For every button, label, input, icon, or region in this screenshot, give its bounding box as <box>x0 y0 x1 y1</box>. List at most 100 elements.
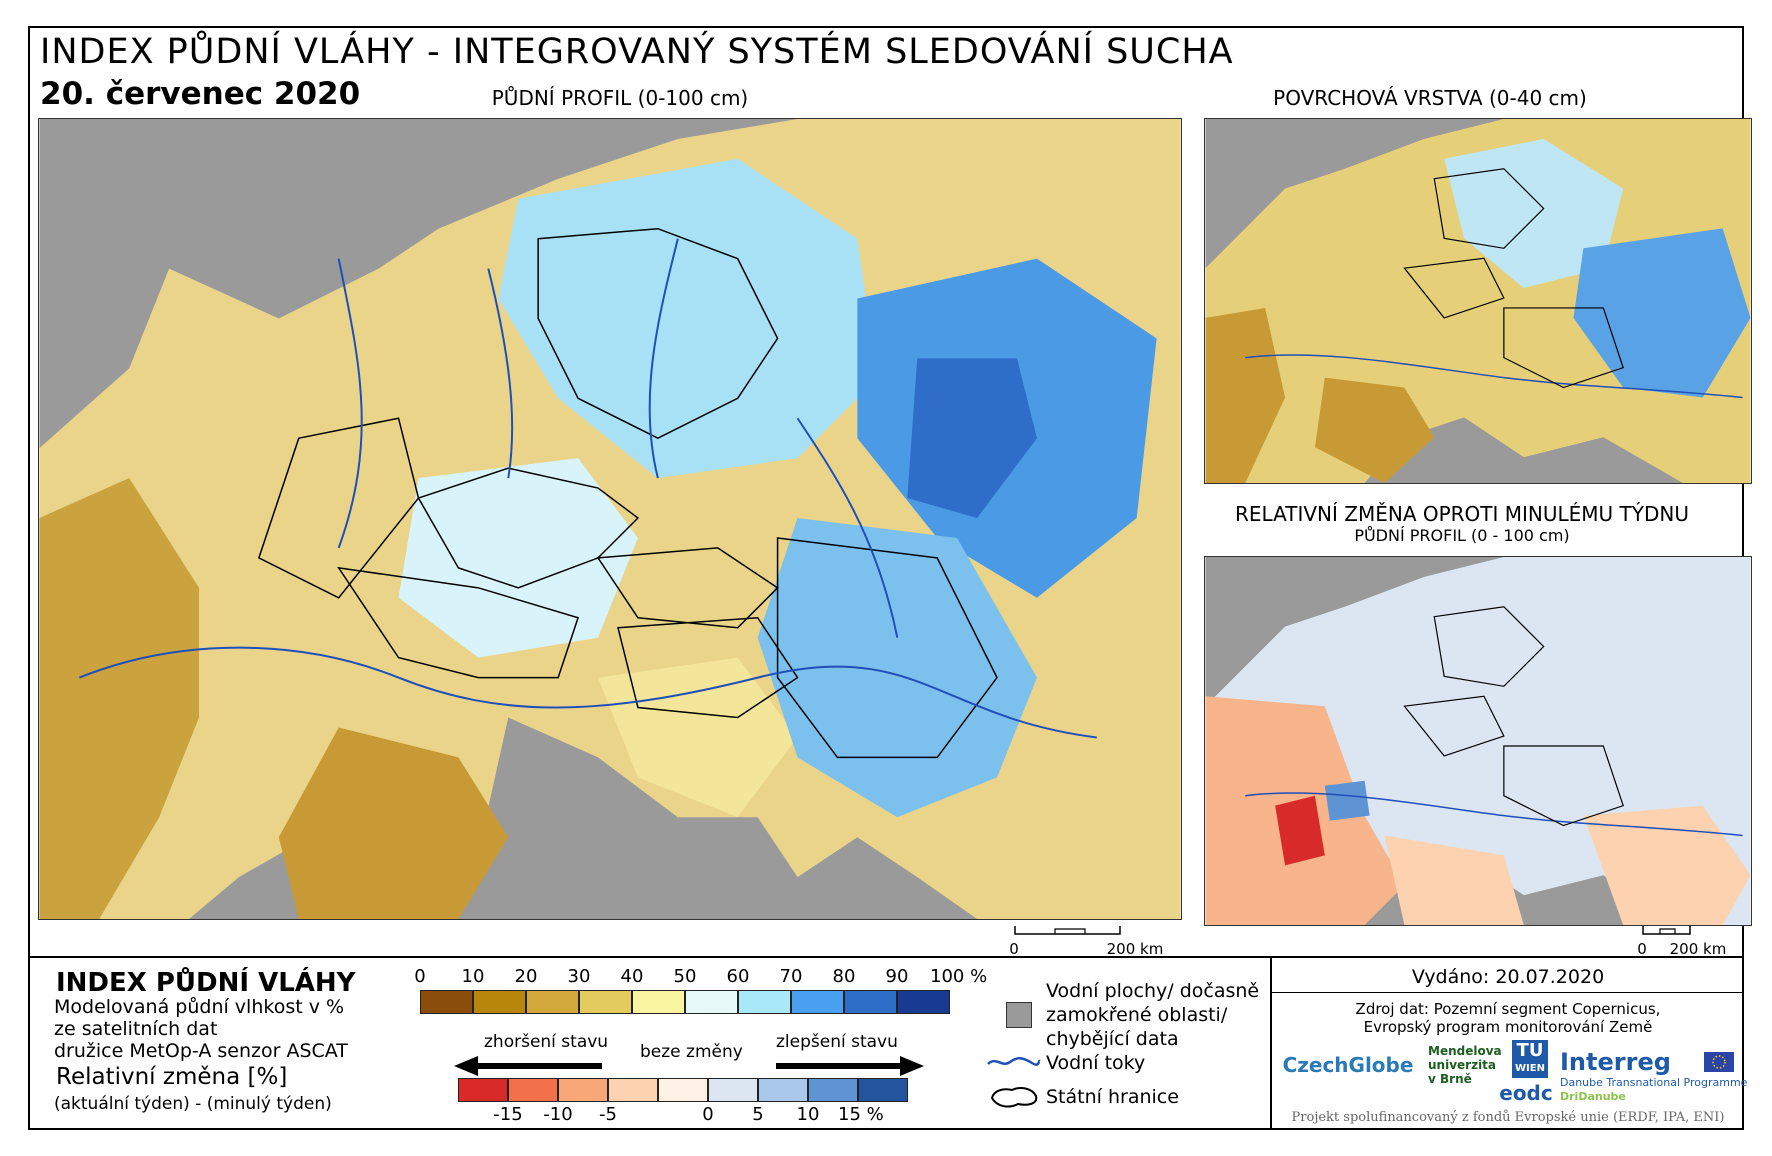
border-romania <box>776 537 998 759</box>
river-symbol <box>987 1057 1041 1066</box>
river-vistula <box>648 238 679 479</box>
page-title: INDEX PŮDNÍ VLÁHY - INTEGROVANÝ SYSTÉM S… <box>40 32 1234 72</box>
index-color-cell-2 <box>526 990 579 1014</box>
change-map-subcaption: PŮDNÍ PROFIL (0 - 100 cm) <box>1354 526 1570 545</box>
change-legend-desc: (aktuální týden) - (minulý týden) <box>54 1094 332 1114</box>
eu-flag-icon <box>1704 1052 1734 1072</box>
drying-region-italy <box>1384 835 1524 925</box>
water-label-1: Vodní plochy/ dočasně <box>1046 980 1260 1002</box>
border-symbol <box>990 1087 1038 1108</box>
river-danube <box>1245 354 1743 399</box>
wet-region-carpathians <box>757 518 1037 818</box>
border-poland <box>1433 606 1545 687</box>
change-color-cell-7 <box>808 1078 858 1102</box>
border-slovakia <box>596 547 779 629</box>
wet-region-east <box>1573 228 1751 398</box>
border-romania <box>1503 307 1624 389</box>
change-tick-6: 15 % <box>838 1104 884 1125</box>
index-colorbar <box>420 990 950 1014</box>
main-soil-moisture-map <box>38 118 1182 920</box>
mendelu-line3: v Brně <box>1428 1072 1472 1086</box>
water-label-3: chybějící data <box>1046 1028 1179 1050</box>
arrow-left-label: zhoršení stavu <box>484 1032 609 1052</box>
change-tick-1: -10 <box>543 1104 573 1125</box>
border-czechia <box>1403 695 1505 757</box>
border-czechia <box>417 467 640 589</box>
border-austria <box>337 566 580 679</box>
index-color-cell-8 <box>844 990 897 1014</box>
index-tick-1: 10 <box>461 966 485 987</box>
index-tick-2: 20 <box>514 966 538 987</box>
eodc-logo: eodc <box>1499 1081 1553 1105</box>
river-danube <box>78 646 1097 739</box>
czechglobe-logo: CzechGlobe <box>1282 1053 1414 1077</box>
change-colorbar <box>458 1078 908 1102</box>
index-tick-8: 80 <box>832 966 856 987</box>
interreg-sub1: Danube Transnational Programme <box>1560 1076 1748 1089</box>
border-poland <box>1433 168 1545 249</box>
arrow-right-label: zlepšení stavu <box>776 1032 898 1052</box>
index-color-cell-5 <box>685 990 738 1014</box>
river-dniester <box>796 417 899 638</box>
legend-desc-line3: družice MetOp-A senzor ASCAT <box>54 1040 348 1062</box>
dry-region-west <box>1205 307 1286 483</box>
water-label-2: zamokřené oblasti/ <box>1046 1004 1228 1026</box>
change-scale-zero: 0 <box>1637 940 1647 958</box>
eu-funding-footer: Projekt spolufinancovaný z fondů Evropsk… <box>1291 1110 1725 1125</box>
change-map-caption: RELATIVNÍ ZMĚNA OPROTI MINULÉMU TÝDNU <box>1234 502 1689 526</box>
main-scale-end: 200 km <box>1106 940 1164 958</box>
border-germany <box>257 417 420 599</box>
index-color-cell-9 <box>897 990 950 1014</box>
index-color-cell-3 <box>579 990 632 1014</box>
arrow-mid-label: beze změny <box>640 1042 743 1062</box>
interreg-logo: Interreg <box>1560 1048 1671 1076</box>
change-legend-title: Relativní změna [%] <box>56 1064 288 1090</box>
strong-drying-alps <box>1275 795 1325 866</box>
index-tick-5: 50 <box>673 966 697 987</box>
main-scale-zero: 0 <box>1009 940 1019 958</box>
rivers-label: Vodní toky <box>1046 1052 1146 1074</box>
main-map-caption: PŮDNÍ PROFIL (0-100 cm) <box>491 86 749 110</box>
tuwien-logo: TU WIEN <box>1512 1040 1548 1078</box>
river-danube <box>1245 792 1743 837</box>
change-tick-3: 0 <box>702 1104 714 1125</box>
dry-region-west <box>39 478 200 919</box>
index-tick-4: 40 <box>620 966 644 987</box>
change-color-cell-8 <box>858 1078 908 1102</box>
borders-label: Státní hranice <box>1046 1086 1179 1108</box>
dry-region-italy <box>1314 377 1435 483</box>
mendelu-line2: univerzita <box>1428 1058 1497 1072</box>
border-hungary <box>617 616 799 719</box>
arrow-improvement <box>776 1056 924 1076</box>
tuwien-line1: TU <box>1516 1040 1544 1061</box>
change-color-cell-2 <box>558 1078 608 1102</box>
surface-map-caption: POVRCHOVÁ VRSTVA (0-40 cm) <box>1273 86 1587 110</box>
index-color-cell-7 <box>791 990 844 1014</box>
river-rhine <box>337 258 363 549</box>
change-color-cell-1 <box>508 1078 558 1102</box>
index-tick-9: 90 <box>885 966 909 987</box>
change-tick-2: -5 <box>599 1104 617 1125</box>
moderate-region-balkans <box>598 657 798 818</box>
index-tick-3: 30 <box>567 966 591 987</box>
border-czechia <box>1403 257 1505 319</box>
change-color-cell-6 <box>758 1078 808 1102</box>
legend-title: INDEX PŮDNÍ VLÁHY <box>56 968 356 998</box>
index-color-cell-1 <box>473 990 526 1014</box>
change-color-cell-5 <box>708 1078 758 1102</box>
index-color-cell-4 <box>632 990 685 1014</box>
mendelu-line1: Mendelova <box>1428 1044 1502 1058</box>
index-tick-7: 70 <box>779 966 803 987</box>
legend-desc-line2: ze satelitních dat <box>54 1018 218 1040</box>
change-tick-4: 5 <box>752 1104 764 1125</box>
date-label: 20. červenec 2020 <box>40 76 361 112</box>
legend-divider <box>28 956 1744 958</box>
index-tick-10: 100 % <box>930 966 988 987</box>
change-tick-0: -15 <box>493 1104 523 1125</box>
tuwien-line2: WIEN <box>1515 1063 1545 1074</box>
change-colorbar-ticks: -15 -10 -5 0 5 10 15 % <box>458 1104 928 1126</box>
dry-region-italy <box>278 727 509 919</box>
change-scale-end: 200 km <box>1669 940 1727 958</box>
water-bodies-swatch <box>1006 1002 1032 1028</box>
info-divider <box>1270 956 1272 1130</box>
